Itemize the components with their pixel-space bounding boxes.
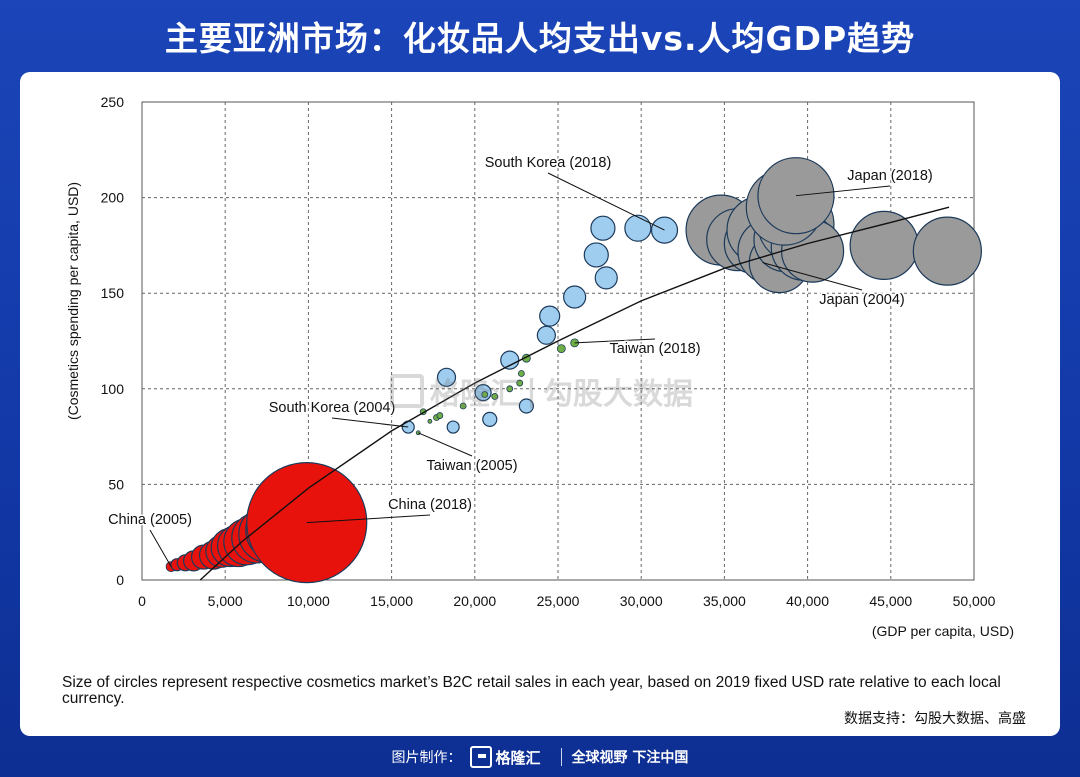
annotation-label: Japan (2018) <box>847 168 932 184</box>
bubble-south-korea <box>500 350 520 370</box>
footer: 图片制作： 格隆汇 全球视野 下注中国 <box>0 742 1080 772</box>
annotation-label: Taiwan (2005) <box>426 458 517 474</box>
annotation-leader-line <box>418 432 473 457</box>
y-axis-label: (Cosmetics spending per capita, USD) <box>65 182 81 420</box>
bubble-south-korea <box>536 325 556 345</box>
trend-line <box>199 206 950 581</box>
bubble-taiwan <box>556 344 566 354</box>
annotation-leader-line <box>795 185 891 197</box>
watermark-text: 勾股大数据 <box>542 377 693 412</box>
y-tick-label: 50 <box>108 476 124 492</box>
annotation-label: Japan (2004) <box>819 292 904 308</box>
x-tick-label: 35,000 <box>703 593 746 609</box>
bubble-taiwan <box>436 412 444 419</box>
x-tick-label: 0 <box>138 593 146 609</box>
x-tick-label: 15,000 <box>370 593 413 609</box>
bubble-taiwan <box>516 379 524 387</box>
page-title: 主要亚洲市场：化妆品人均支出vs.人均GDP趋势 <box>164 19 916 58</box>
footer-divider <box>560 748 562 766</box>
annotation-label: China (2005) <box>108 512 192 528</box>
footer-slogan: 全球视野 下注中国 <box>571 750 689 766</box>
bubble-taiwan <box>491 393 499 400</box>
size-note: Size of circles represent respective cos… <box>62 674 1001 707</box>
watermark-logo-icon <box>390 374 424 408</box>
bubble-taiwan <box>481 391 489 398</box>
x-tick-label: 5,000 <box>208 593 243 609</box>
watermark: 格隆汇 | 勾股大数据 <box>390 369 693 413</box>
annotation-label: South Korea (2004) <box>269 400 396 416</box>
bubble-south-korea <box>594 266 618 290</box>
footer-made-by: 图片制作： <box>391 750 462 766</box>
x-tick-label: 20,000 <box>453 593 496 609</box>
bubble-south-korea <box>624 214 652 242</box>
bubble-south-korea <box>590 215 616 241</box>
y-tick-label: 150 <box>101 285 125 301</box>
x-tick-label: 45,000 <box>869 593 912 609</box>
y-tick-label: 200 <box>101 190 125 206</box>
bubble-south-korea <box>583 242 609 268</box>
annotation-leader-line <box>331 417 409 428</box>
bubble-japan <box>912 216 982 286</box>
bubble-south-korea <box>563 285 587 309</box>
x-tick-label: 10,000 <box>287 593 330 609</box>
brand-logo-icon <box>469 746 492 768</box>
bubble-taiwan <box>506 385 514 393</box>
annotation-label: China (2018) <box>388 497 472 513</box>
x-tick-label: 30,000 <box>620 593 663 609</box>
bubble-south-korea <box>482 411 498 427</box>
x-axis-label: (GDP per capita, USD) <box>872 623 1014 639</box>
y-tick-label: 100 <box>101 381 125 397</box>
annotation-leader-line <box>306 514 431 524</box>
bubble-south-korea <box>539 305 561 327</box>
y-tick-label: 0 <box>116 572 124 588</box>
bubble-taiwan <box>427 418 433 424</box>
x-tick-label: 25,000 <box>537 593 580 609</box>
footer-brand-logo: 格隆汇 <box>469 746 541 768</box>
bubble-chart: 0 5,000 10,000 15,000 20,000 25,000 30,000 35,0… <box>65 94 1014 639</box>
annotation-leader-line <box>574 338 656 344</box>
data-source: 数据支持：勾股大数据、高盛 <box>844 711 1026 727</box>
annotation-leader-line <box>547 172 665 231</box>
annotation-leader-line <box>762 262 863 291</box>
footer-brand: 格隆汇 <box>495 748 541 767</box>
annotation-label: South Korea (2018) <box>485 155 612 171</box>
bubble-south-korea <box>518 398 534 414</box>
annotation-label: Taiwan (2018) <box>609 341 700 357</box>
watermark-brand: 格隆汇 <box>430 377 520 412</box>
bubble-taiwan <box>517 370 525 377</box>
x-tick-label: 40,000 <box>786 593 829 609</box>
bubble-taiwan <box>459 402 467 410</box>
bubble-japan <box>849 210 919 280</box>
bubble-south-korea <box>436 367 457 387</box>
bubble-south-korea <box>446 420 460 434</box>
chart-panel: 0 5,000 10,000 15,000 20,000 25,000 30,000 35,0… <box>20 72 1060 736</box>
annotation-leader-line <box>149 529 172 567</box>
x-tick-label: 50,000 <box>953 593 996 609</box>
y-tick-label: 250 <box>101 94 125 110</box>
